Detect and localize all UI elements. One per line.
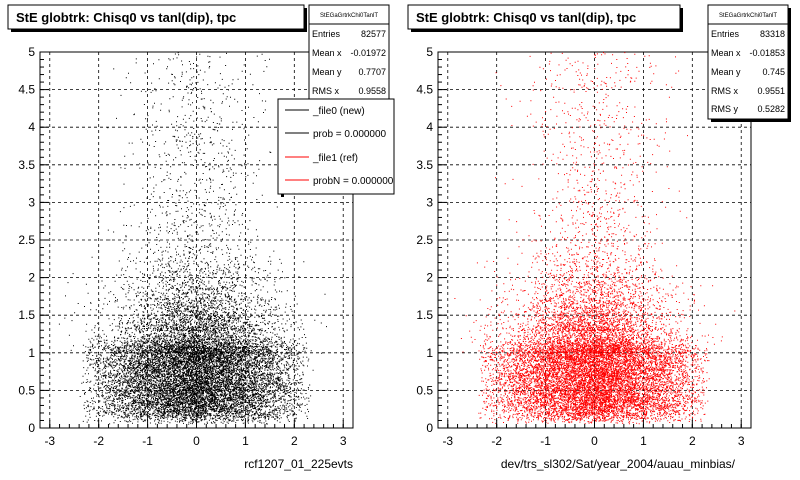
right-rmsy-label: RMS y — [711, 104, 739, 114]
right-y-tick-label: 0.5 — [416, 383, 433, 397]
left-y-tick-label: 2.5 — [18, 233, 35, 247]
left-rmsx-label: RMS x — [312, 86, 340, 96]
right-chart: -3 -2 -1 0 1 2 3 0 0.5 1 1.5 2 2.5 3 3.5 4 4.5 5 StE glob… — [407, 4, 791, 471]
left-x-tick-label: -2 — [93, 434, 104, 448]
right-x-tick-label: -3 — [442, 434, 453, 448]
left-x-tick-label: -3 — [44, 434, 55, 448]
right-y-tick-label: 2 — [426, 271, 433, 285]
right-axes: -3 -2 -1 0 1 2 3 0 0.5 1 1.5 2 2.5 3 3.5 4 4.5 5 — [416, 45, 752, 448]
right-x-label: dev/trs_sl302/Sat/year_2004/auau_minbias… — [501, 457, 736, 471]
left-y-tick-label: 3.5 — [18, 158, 35, 172]
left-y-tick-label: 4.5 — [18, 83, 35, 97]
legend-label-prob: prob = 0.000000 — [313, 129, 387, 140]
left-x-tick-label: 3 — [340, 434, 347, 448]
right-y-tick-label: 5 — [426, 45, 433, 59]
right-meany-value: 0.745 — [762, 67, 785, 77]
left-meanx-label: Mean x — [312, 48, 342, 58]
left-x-tick-label: 2 — [291, 434, 298, 448]
left-x-tick-label: 1 — [242, 434, 249, 448]
left-meanx-value: -0.01972 — [350, 48, 386, 58]
left-title: StE globtrk: Chisq0 vs tanl(dip), tpc — [16, 10, 236, 25]
left-y-tick-label: 1 — [28, 346, 35, 360]
right-entries-label: Entries — [711, 29, 740, 39]
left-x-label: rcf1207_01_225evts — [244, 457, 353, 471]
right-x-tick-label: 3 — [738, 434, 745, 448]
right-rmsx-label: RMS x — [711, 86, 739, 96]
legend-label-ref: _file1 (ref) — [312, 153, 358, 164]
right-x-tick-label: 1 — [640, 434, 647, 448]
right-x-tick-label: -2 — [491, 434, 502, 448]
right-entries-value: 83318 — [760, 29, 785, 39]
right-rmsx-value: 0.9551 — [757, 86, 785, 96]
right-title: StE globtrk: Chisq0 vs tanl(dip), tpc — [416, 10, 636, 25]
right-x-tick-label: 0 — [591, 434, 598, 448]
left-y-tick-label: 1.5 — [18, 308, 35, 322]
right-y-tick-label: 1.5 — [416, 308, 433, 322]
left-x-tick-label: 0 — [193, 434, 200, 448]
left-rmsx-value: 0.9558 — [358, 86, 386, 96]
right-meanx-label: Mean x — [711, 48, 741, 58]
right-scatter-points — [454, 52, 736, 425]
left-stats-name: StEGaGrtrkChi0TanlT — [320, 13, 378, 19]
left-y-tick-label: 0 — [28, 421, 35, 435]
left-y-tick-label: 0.5 — [18, 383, 35, 397]
left-entries-label: Entries — [312, 29, 341, 39]
right-x-tick-label: -1 — [540, 434, 551, 448]
left-y-tick-label: 5 — [28, 45, 35, 59]
left-legend: _file0 (new) prob = 0.000000 _file1 (ref… — [277, 98, 395, 197]
right-scatter-marks — [454, 52, 736, 425]
left-scatter-points — [58, 52, 328, 425]
right-rmsy-value: 0.5282 — [757, 104, 785, 114]
right-y-tick-label: 3 — [426, 195, 433, 209]
left-y-tick-label: 4 — [28, 120, 35, 134]
right-y-tick-label: 3.5 — [416, 158, 433, 172]
left-axes: -3 -2 -1 0 1 2 3 0 0.5 1 1.5 2 2.5 3 3.5 4 4.5 5 — [18, 45, 354, 448]
left-title-box — [7, 4, 305, 30]
right-stats-box: StEGaGrtrkChi0TanlT Entries 83318 Mean x… — [707, 4, 791, 122]
right-y-tick-label: 0 — [426, 421, 433, 435]
left-chart: -3 -2 -1 0 1 2 3 0 0.5 1 1.5 2 2.5 3 3.5 4 4.5 5 StE glob… — [7, 4, 395, 471]
left-meany-label: Mean y — [312, 67, 342, 77]
left-stats-box: StEGaGrtrkChi0TanlT Entries 82577 Mean x… — [308, 4, 390, 108]
left-y-tick-label: 2 — [28, 271, 35, 285]
right-meany-label: Mean y — [711, 67, 741, 77]
left-x-tick-label: -1 — [142, 434, 153, 448]
right-meanx-value: -0.01853 — [749, 48, 785, 58]
legend-label-probn: probN = 0.000000 — [313, 176, 394, 187]
left-meany-value: 0.7707 — [358, 67, 386, 77]
right-stats-name: StEGaGrtrkChi0TanlT — [719, 13, 777, 19]
legend-label-new: _file0 (new) — [312, 106, 365, 117]
right-title-box — [407, 4, 681, 30]
left-scatter-marks — [58, 52, 328, 425]
right-y-tick-label: 4.5 — [416, 83, 433, 97]
right-y-tick-label: 2.5 — [416, 233, 433, 247]
right-y-tick-label: 4 — [426, 120, 433, 134]
right-y-tick-label: 1 — [426, 346, 433, 360]
left-entries-value: 82577 — [361, 29, 386, 39]
left-y-tick-label: 3 — [28, 195, 35, 209]
right-x-tick-label: 2 — [689, 434, 696, 448]
